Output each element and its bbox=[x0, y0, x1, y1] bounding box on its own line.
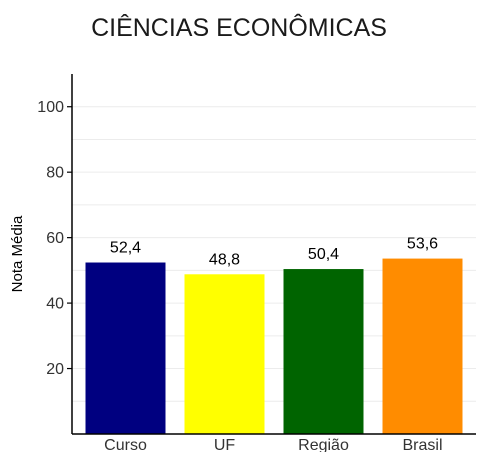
x-axis-ticks: Curso UF Região Brasil bbox=[104, 437, 442, 452]
bar-curso bbox=[85, 262, 166, 434]
bar-região bbox=[283, 269, 364, 434]
value-label: 50,4 bbox=[308, 246, 339, 263]
y-tick-label: 60 bbox=[46, 230, 64, 247]
x-tick-label: UF bbox=[214, 437, 236, 452]
chart-title: CIÊNCIAS ECONÔMICAS bbox=[91, 14, 387, 42]
x-tick-label: Brasil bbox=[402, 437, 442, 452]
y-tick-label: 40 bbox=[46, 296, 64, 313]
value-labels: 52,4 48,8 50,4 53,6 bbox=[110, 236, 438, 269]
bar-uf bbox=[184, 274, 265, 434]
y-tick-label: 80 bbox=[46, 165, 64, 182]
x-tick-label: Região bbox=[298, 437, 349, 452]
y-tick-label: 100 bbox=[37, 99, 64, 116]
bars bbox=[85, 258, 463, 434]
x-tick-label: Curso bbox=[104, 437, 147, 452]
value-label: 53,6 bbox=[407, 236, 438, 253]
value-label: 52,4 bbox=[110, 240, 141, 257]
y-axis-ticks: 20 40 60 80 100 bbox=[37, 99, 72, 378]
value-label: 48,8 bbox=[209, 251, 240, 268]
y-axis-label: Nota Média bbox=[9, 215, 26, 292]
y-tick-label: 20 bbox=[46, 361, 64, 378]
bar-brasil bbox=[382, 258, 463, 434]
